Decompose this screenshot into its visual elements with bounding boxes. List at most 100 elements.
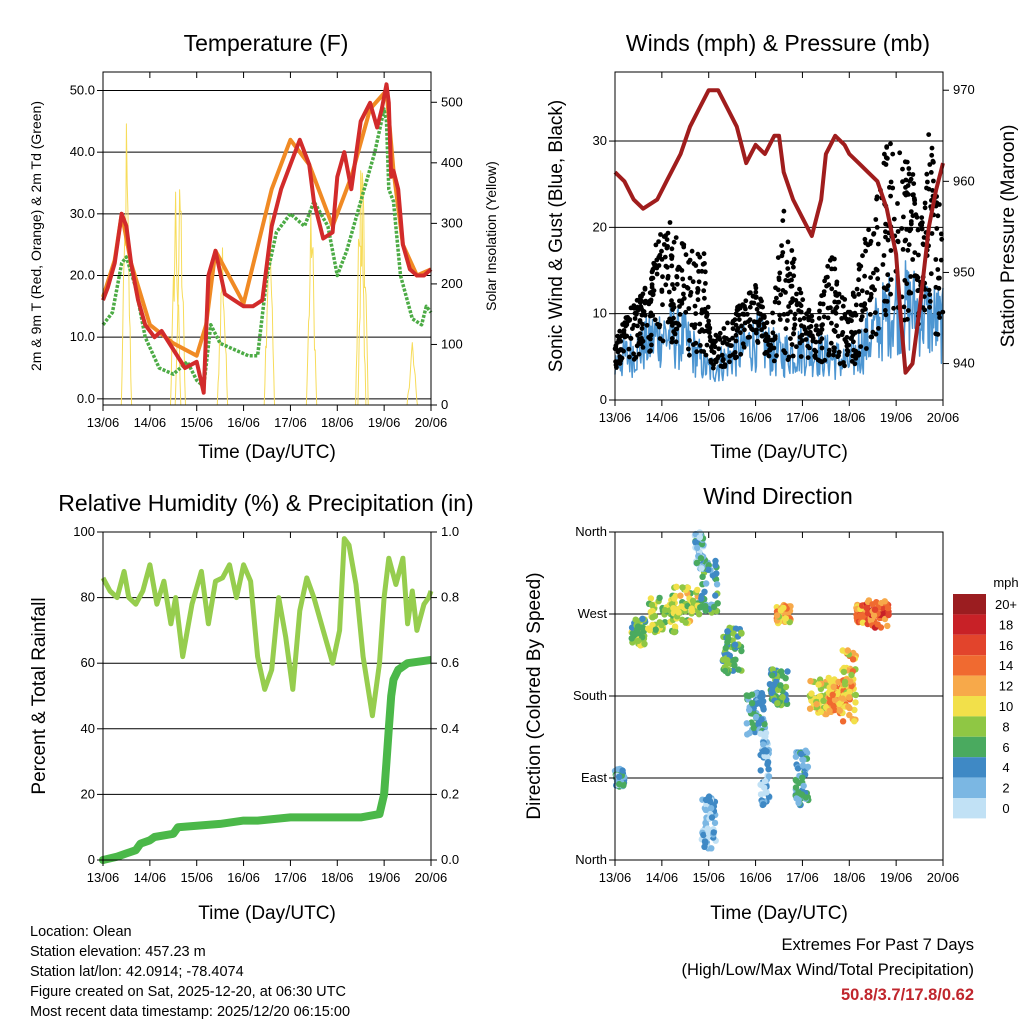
direction-point [646,626,653,634]
gust-point [733,338,739,344]
gust-point [628,335,633,341]
humidity-y-ticks: 0 20 40 60 80 100 [73,524,103,867]
gust-point [826,351,832,356]
direction-point [799,762,807,769]
direction-point [731,662,738,669]
direction-point [808,690,815,697]
direction-point [709,572,716,579]
humidity-y2-tick-label: 0.6 [441,655,459,670]
direction-point [701,838,709,845]
direction-point [670,628,677,636]
winds-y-ticks: 0 10 20 30 [593,133,615,407]
gust-point [648,332,654,338]
gust-point [825,315,831,321]
humidity-x-tick-label: 13/06 [87,870,120,885]
speed-legend-title: mph [993,575,1018,590]
direction-point [768,689,775,696]
gust-point [789,299,795,305]
gust-point [871,270,876,276]
gust-point [931,178,936,184]
direction-point [702,819,709,827]
gust-point [906,171,912,177]
temperature-title: Temperature (F) [184,30,349,56]
gust-point [819,327,825,332]
gust-point [705,304,711,310]
humidity-y-tick-label: 0 [88,852,95,867]
gust-point [883,312,889,318]
gust-point [816,315,822,321]
gust-point [704,312,710,318]
gust-point [927,304,932,310]
gust-point [697,329,703,335]
direction-point [846,704,853,712]
direction-point [826,699,834,706]
gust-point [756,311,761,316]
direction-y-tick-label: South [573,688,607,703]
gust-point [908,226,914,232]
direction-point [857,612,865,619]
gust-point [664,237,670,243]
gust-point [684,285,690,290]
gust-point [910,172,916,177]
station-elevation: Station elevation: 457.23 m [30,944,206,960]
gust-point [776,277,782,283]
direction-x-ticks: 13/06 14/06 15/06 16/06 17/06 18/06 19/06 20/06 [599,532,959,885]
gust-point [647,313,653,319]
humidity-y-tick-label: 60 [81,655,95,670]
direction-plot-area [611,529,892,852]
humidity-x-tick-label: 16/06 [227,870,260,885]
gust-point [938,231,944,237]
direction-point [760,741,767,748]
gust-point [935,213,941,219]
gust-point [670,282,675,287]
gust-point [895,201,900,206]
gust-point [753,285,759,291]
gust-point [856,291,862,297]
gust-point [781,312,787,317]
gust-point [706,318,711,324]
temperature-y2-tick-label: 200 [441,276,463,291]
gust-point [822,357,828,363]
direction-point [693,559,701,566]
humidity-y2-ticks: 0.0 0.2 0.4 0.6 0.8 1.0 [431,524,459,867]
gust-point [745,335,751,340]
gust-point [850,330,856,336]
direction-point [673,583,680,590]
speed-legend-label: 16 [999,638,1013,653]
gust-point [809,318,815,324]
gust-point [873,310,878,315]
temperature-x-tick-label: 19/06 [368,415,401,430]
gust-point [870,284,875,289]
gust-point [669,339,675,345]
direction-point [885,611,892,619]
gust-point [697,321,703,327]
gust-point [621,328,627,333]
gust-point [637,319,643,325]
gust-point [686,346,691,352]
gust-point [736,312,742,318]
direction-point [774,700,781,707]
gust-point [785,266,791,271]
gust-point [677,304,682,309]
gust-point [687,338,692,343]
gust-point [937,315,942,320]
humidity-y-tick-label: 20 [81,786,95,801]
gust-point [938,257,944,263]
gust-point [905,247,911,253]
gust-point [695,290,700,295]
gust-point [868,334,874,340]
gust-point [770,310,775,316]
gust-point [850,290,856,296]
gust-point [817,308,822,314]
humidity-plot-area [99,536,434,864]
gust-point [831,352,836,358]
direction-point [806,705,814,712]
gust-point [797,340,803,346]
gust-point [657,322,663,328]
gust-point [693,340,699,346]
winds-x-tick-label: 20/06 [927,410,960,425]
direction-point [846,694,853,701]
direction-point [701,588,708,595]
direction-gridlines [615,613,943,779]
